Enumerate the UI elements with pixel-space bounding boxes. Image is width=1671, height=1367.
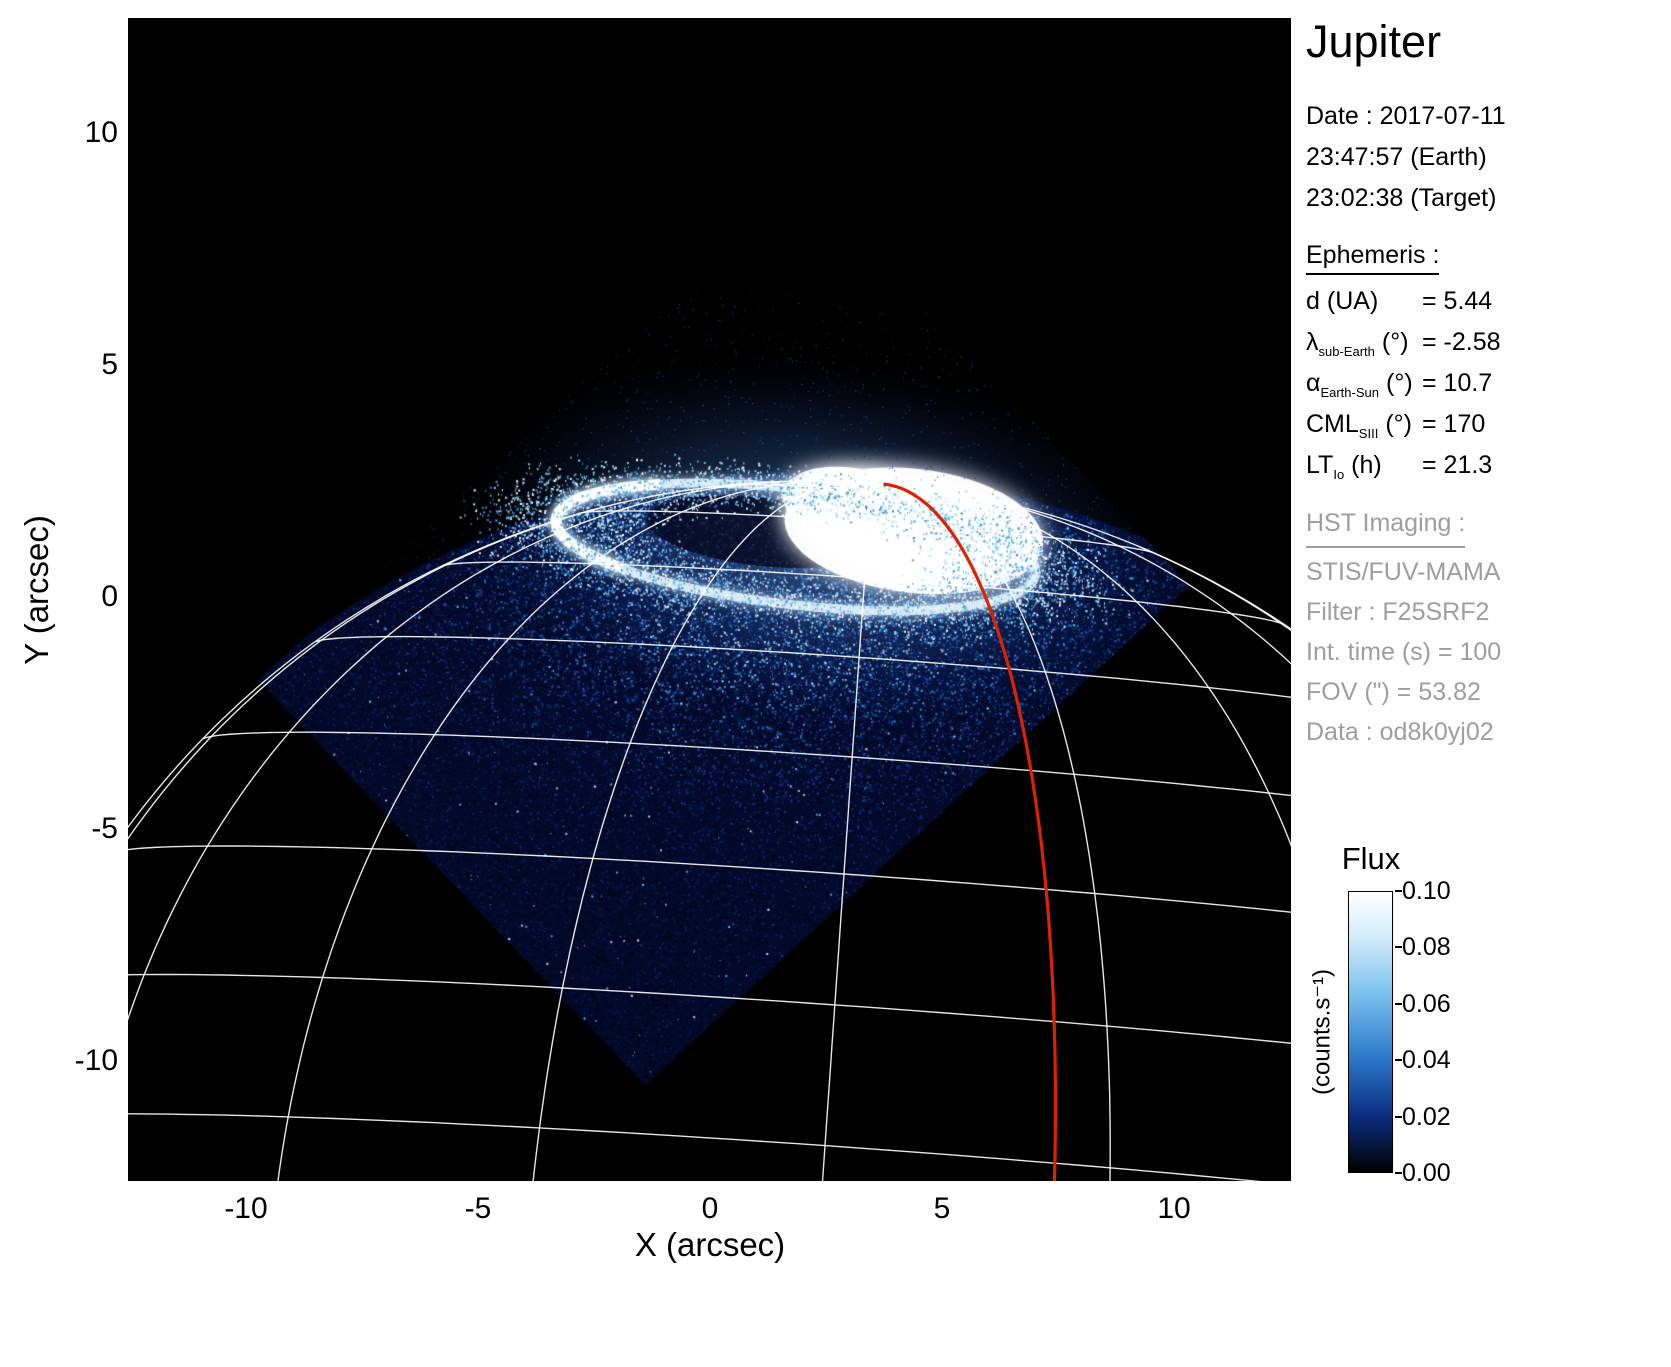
colorbar-tickmark	[1395, 890, 1402, 892]
x-tick-label: -10	[224, 1192, 268, 1225]
y-tick-label: 0	[101, 580, 118, 613]
hst-imaging-heading: HST Imaging :	[1306, 503, 1501, 548]
target-time-line: 23:02:38 (Target)	[1306, 184, 1497, 212]
colorbar-tick-label: 0.10	[1402, 877, 1451, 905]
dataset-line: Data : od8k0yj02	[1306, 718, 1494, 746]
y-tick-label: 10	[84, 116, 118, 149]
ephemeris-row-sub-earth-lat: λsub-Earth (°) = -2.58	[1306, 328, 1501, 359]
colorbar-tick-label: 0.00	[1402, 1159, 1451, 1187]
colorbar-unit-label: (counts.s⁻¹)	[1308, 968, 1336, 1096]
colorbar-tickmark	[1395, 1116, 1402, 1118]
colorbar-tick-label: 0.08	[1402, 933, 1451, 961]
x-tick-label: 5	[933, 1192, 951, 1225]
ephemeris-heading: Ephemeris :	[1306, 241, 1440, 275]
colorbar-title: Flux	[1341, 841, 1401, 876]
ephemeris-row-phase-angle: αEarth-Sun (°) = 10.7	[1306, 369, 1493, 400]
x-tick-label: -5	[464, 1192, 492, 1225]
date-line: Date : 2017-07-11	[1306, 102, 1506, 130]
planet-graticule-overlay	[128, 480, 1291, 1181]
target-name: Jupiter	[1306, 16, 1442, 67]
hst-imaging-block: HST Imaging : STIS/FUV-MAMA Filter : F25…	[1306, 503, 1501, 752]
colorbar-tickmark	[1395, 1003, 1402, 1005]
colorbar-gradient	[1348, 891, 1393, 1173]
ephemeris-table: d (UA) = 5.44 λsub-Earth (°) = -2.58 αEart…	[1306, 287, 1501, 492]
observation-dates: Date : 2017-07-11 23:47:57 (Earth) 23:02…	[1306, 96, 1506, 219]
y-tick-label: 5	[101, 348, 118, 381]
y-tick-label: -5	[91, 812, 118, 845]
fov-line: FOV (") = 53.82	[1306, 678, 1481, 706]
colorbar-tickmark	[1395, 1059, 1402, 1061]
y-tick-label: -10	[74, 1044, 118, 1077]
integration-time-line: Int. time (s) = 100	[1306, 638, 1502, 666]
filter-line: Filter : F25SRF2	[1306, 598, 1490, 626]
x-tick-label: 0	[701, 1192, 719, 1225]
x-tick-label: 10	[1157, 1192, 1191, 1225]
ephemeris-row-cml: CMLSIII (°) = 170	[1306, 410, 1486, 441]
colorbar-tickmark	[1395, 946, 1402, 948]
colorbar-tickmark	[1395, 1172, 1402, 1174]
earth-time-line: 23:47:57 (Earth)	[1306, 143, 1487, 171]
fuv-image-plot	[128, 18, 1291, 1181]
colorbar-tick-label: 0.02	[1402, 1103, 1451, 1131]
colorbar-tick-label: 0.04	[1402, 1046, 1451, 1074]
x-axis-title: X (arcsec)	[634, 1226, 786, 1263]
colorbar-tick-label: 0.06	[1402, 990, 1451, 1018]
instrument-line: STIS/FUV-MAMA	[1306, 558, 1501, 586]
ephemeris-row-distance: d (UA) = 5.44	[1306, 287, 1493, 315]
ephemeris-row-io-local-time: LTIo (h) = 21.3	[1306, 451, 1493, 482]
fuv-image-canvas	[128, 18, 1291, 1181]
y-axis-title: Y (arcsec)	[18, 515, 55, 665]
